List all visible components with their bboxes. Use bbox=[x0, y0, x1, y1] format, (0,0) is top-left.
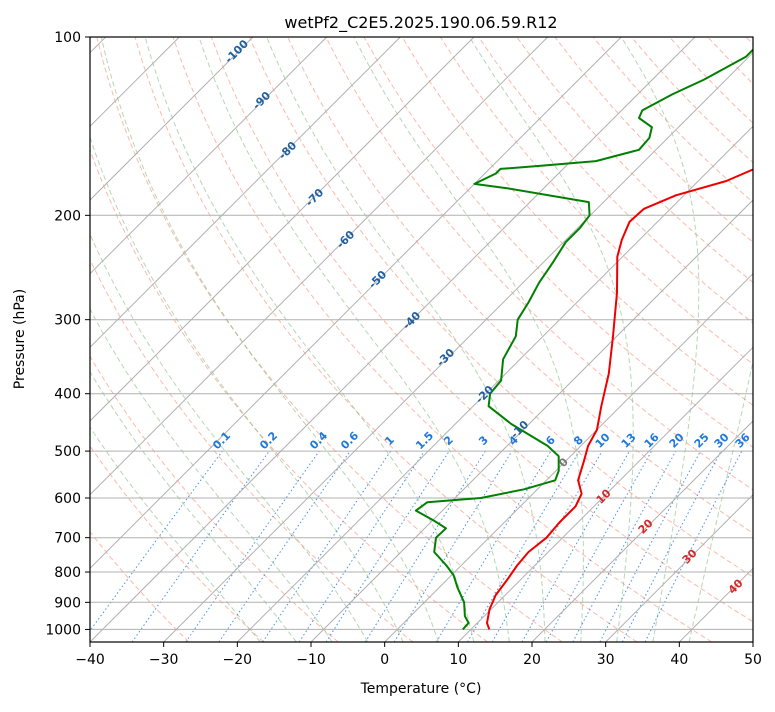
x-tick-label: 20 bbox=[523, 652, 541, 668]
x-axis-label: Temperature (°C) bbox=[360, 681, 482, 697]
chart-title: wetPf2_C2E5.2025.190.06.59.R12 bbox=[284, 13, 557, 33]
x-tick-label: 0 bbox=[380, 652, 389, 668]
y-tick-label: 100 bbox=[54, 30, 81, 46]
x-tick-label: −30 bbox=[149, 652, 179, 668]
y-tick-label: 900 bbox=[54, 595, 81, 611]
x-tick-label: 50 bbox=[744, 652, 762, 668]
x-tick-label: −20 bbox=[223, 652, 253, 668]
y-tick-label: 700 bbox=[54, 531, 81, 547]
y-tick-label: 500 bbox=[54, 444, 81, 460]
x-tick-label: −10 bbox=[296, 652, 326, 668]
y-tick-label: 400 bbox=[54, 387, 81, 403]
y-axis-label: Pressure (hPa) bbox=[12, 289, 28, 389]
x-tick-label: −40 bbox=[75, 652, 105, 668]
y-tick-label: 300 bbox=[54, 313, 81, 329]
x-tick-label: 10 bbox=[449, 652, 467, 668]
y-tick-label: 200 bbox=[54, 208, 81, 224]
x-tick-label: 40 bbox=[670, 652, 688, 668]
x-tick-label: 30 bbox=[597, 652, 615, 668]
y-tick-label: 800 bbox=[54, 565, 81, 581]
y-tick-label: 600 bbox=[54, 491, 81, 507]
y-tick-label: 1000 bbox=[45, 622, 81, 638]
